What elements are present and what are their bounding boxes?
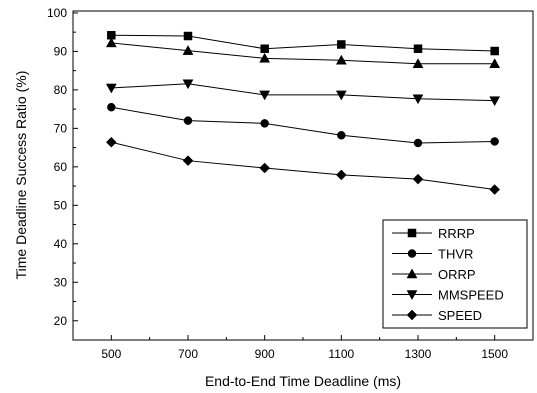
legend-label: SPEED (438, 308, 482, 323)
series-line-orrp (111, 42, 495, 65)
data-point-rrrp (413, 44, 423, 53)
legend-marker-thvr (407, 249, 417, 258)
x-axis-title: End-to-End Time Deadline (ms) (205, 373, 401, 389)
data-point-thvr (413, 138, 423, 148)
data-point-speed (412, 173, 424, 185)
y-tick-label: 100 (47, 6, 67, 20)
legend-label: MMSPEED (438, 288, 504, 303)
x-tick-label: 700 (178, 347, 198, 361)
x-tick-label: 500 (101, 347, 121, 361)
y-tick-label: 60 (54, 160, 68, 174)
series-line-speed (111, 141, 495, 191)
legend-item-thvr: THVR (392, 247, 473, 262)
legend: RRRP THVR ORRP MMSPEED SPEED (382, 219, 528, 329)
data-point-orrp (105, 37, 117, 48)
data-point-mmspeed (489, 96, 501, 107)
data-point-thvr (337, 131, 346, 140)
data-point-thvr (107, 102, 116, 112)
series-line-thvr (111, 106, 495, 144)
data-point-rrrp (490, 46, 499, 56)
series-orrp (105, 37, 501, 68)
y-tick-label: 20 (54, 314, 68, 328)
legend-label: RRRP (438, 226, 475, 241)
y-tick-label: 30 (54, 275, 68, 289)
legend-item-orrp: ORRP (392, 267, 476, 282)
series-layer (105, 30, 501, 195)
y-tick-label: 90 (54, 44, 68, 58)
legend-item-rrrp: RRRP (392, 226, 475, 241)
x-tick-label: 1500 (481, 347, 508, 361)
y-axis: 20 30 40 50 60 70 80 90 100 (47, 6, 78, 328)
data-point-rrrp (183, 31, 193, 41)
data-point-thvr (183, 116, 193, 125)
data-point-orrp (182, 45, 194, 55)
series-mmspeed (105, 79, 501, 107)
data-point-orrp (335, 54, 347, 65)
legend-label: ORRP (438, 267, 476, 282)
legend-marker-orrp (406, 268, 418, 279)
data-point-mmspeed (259, 90, 271, 101)
legend-box (382, 219, 528, 329)
data-point-orrp (259, 52, 271, 63)
y-tick-label: 40 (54, 237, 68, 251)
x-tick-label: 1100 (328, 347, 354, 361)
series-thvr (107, 102, 499, 148)
x-axis: 500 700 900 1100 1300 1500 (101, 335, 508, 361)
y-tick-label: 70 (54, 121, 68, 135)
legend-item-speed: SPEED (392, 308, 482, 323)
data-point-speed (182, 155, 194, 167)
data-point-speed (105, 136, 117, 148)
data-point-thvr (260, 119, 269, 128)
data-point-speed (335, 169, 347, 181)
x-tick-label: 900 (255, 347, 275, 361)
series-speed (105, 136, 501, 195)
y-tick-label: 80 (54, 83, 68, 97)
data-point-rrrp (337, 40, 346, 49)
legend-marker-rrrp (407, 228, 417, 238)
data-point-speed (489, 184, 501, 195)
data-point-orrp (412, 58, 424, 68)
data-point-mmspeed (105, 83, 117, 94)
data-point-rrrp (260, 44, 269, 53)
data-point-mmspeed (182, 79, 194, 90)
data-point-mmspeed (335, 90, 347, 101)
data-point-mmspeed (412, 94, 424, 105)
y-tick-label: 50 (54, 198, 68, 212)
legend-label: THVR (438, 247, 473, 262)
legend-marker-speed (406, 309, 418, 321)
series-line-rrrp (111, 34, 495, 52)
data-point-orrp (489, 58, 501, 68)
series-rrrp (107, 30, 499, 56)
x-tick-label: 1300 (405, 347, 432, 361)
data-point-thvr (490, 137, 499, 146)
data-point-speed (259, 162, 271, 174)
legend-item-mmspeed: MMSPEED (392, 288, 504, 303)
y-axis-title: Time Deadline Success Ratio (%) (13, 71, 29, 280)
series-line-mmspeed (111, 83, 495, 102)
legend-marker-mmspeed (406, 290, 418, 301)
